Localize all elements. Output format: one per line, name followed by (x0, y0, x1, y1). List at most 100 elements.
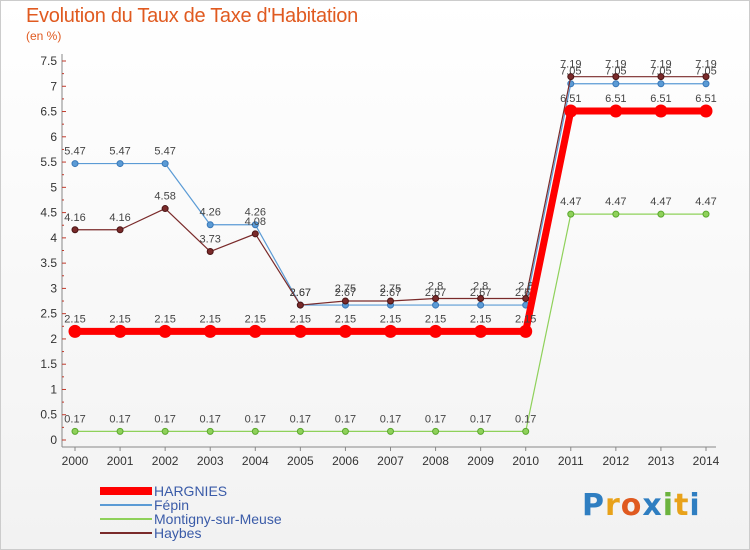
data-point-hargnies (293, 324, 307, 338)
y-tick-label: 5.5 (40, 155, 57, 169)
data-point-montigny-sur-meuse (161, 427, 169, 435)
chart-subtitle: (en %) (26, 29, 62, 43)
data-point-f-pin (477, 301, 485, 309)
x-tick-label: 2014 (693, 454, 720, 468)
data-point-hargnies (248, 324, 262, 338)
data-label-montigny-sur-meuse: 0.17 (154, 413, 175, 425)
y-tick-label: 3.5 (40, 256, 57, 270)
data-point-hargnies (384, 324, 397, 338)
data-label-haybes: 7.19 (650, 59, 671, 71)
data-point-montigny-sur-meuse (341, 427, 349, 435)
data-label-hargnies: 2.15 (380, 313, 401, 325)
legend-swatch-montigny-sur-meuse (100, 518, 152, 520)
data-point-f-pin (702, 80, 710, 88)
data-label-f-pin: 2.67 (425, 287, 446, 299)
x-tick-label: 2001 (107, 454, 134, 468)
data-point-montigny-sur-meuse (251, 427, 259, 435)
x-tick-label: 2008 (422, 454, 449, 468)
x-tick-label: 2011 (558, 454, 584, 468)
data-point-f-pin (657, 80, 665, 88)
legend-swatch-hargnies (100, 487, 152, 495)
data-label-hargnies: 2.15 (109, 313, 130, 325)
data-label-haybes: 4.58 (154, 191, 175, 203)
legend-label-f-pin: Fépin (154, 497, 190, 513)
y-tick-label: 4.5 (40, 206, 57, 220)
data-point-montigny-sur-meuse (432, 427, 440, 435)
logo-letter: i (662, 488, 675, 523)
data-point-f-pin (116, 160, 124, 168)
data-label-montigny-sur-meuse: 0.17 (290, 413, 311, 425)
logo-letter: t (674, 488, 690, 523)
legend-item-hargnies: HARGNIES (100, 483, 360, 500)
data-label-montigny-sur-meuse: 0.17 (335, 413, 356, 425)
data-label-hargnies: 2.15 (425, 313, 446, 325)
data-label-f-pin: 7.05 (605, 66, 626, 78)
y-tick-label: 7 (50, 79, 57, 93)
data-point-hargnies (609, 104, 623, 118)
data-point-f-pin (251, 221, 259, 229)
logo-letter: o (620, 488, 643, 523)
data-label-montigny-sur-meuse: 4.47 (695, 196, 716, 208)
legend-item-montigny-sur-meuse: Montigny-sur-Meuse (100, 511, 360, 528)
data-label-haybes: 4.16 (109, 212, 130, 224)
data-label-f-pin: 7.05 (560, 66, 581, 78)
data-label-hargnies: 6.51 (605, 93, 626, 105)
data-point-hargnies (519, 324, 533, 338)
y-tick-label: 1 (50, 382, 57, 396)
data-label-hargnies: 6.51 (650, 93, 671, 105)
data-label-montigny-sur-meuse: 0.17 (380, 413, 401, 425)
data-label-hargnies: 2.15 (515, 313, 536, 325)
data-point-hargnies (158, 324, 172, 338)
data-label-hargnies: 2.15 (154, 313, 175, 325)
data-point-hargnies (113, 324, 127, 338)
data-label-hargnies: 2.15 (245, 313, 266, 325)
data-point-f-pin (432, 301, 440, 309)
data-point-haybes (702, 73, 710, 81)
data-label-haybes: 4.08 (245, 216, 266, 228)
data-label-hargnies: 2.15 (335, 313, 356, 325)
legend-label-montigny-sur-meuse: Montigny-sur-Meuse (154, 511, 282, 527)
y-tick-label: 0.5 (40, 408, 57, 422)
data-label-hargnies: 2.15 (64, 313, 85, 325)
data-label-montigny-sur-meuse: 0.17 (200, 413, 221, 425)
data-point-montigny-sur-meuse (206, 427, 214, 435)
data-label-montigny-sur-meuse: 4.47 (605, 196, 626, 208)
data-label-haybes: 7.19 (695, 59, 716, 71)
data-label-f-pin: 5.47 (64, 146, 85, 158)
x-tick-label: 2009 (467, 454, 494, 468)
data-point-f-pin (71, 160, 79, 168)
data-point-haybes (567, 73, 575, 81)
data-label-hargnies: 2.15 (200, 313, 221, 325)
data-point-montigny-sur-meuse (657, 210, 665, 218)
data-point-montigny-sur-meuse (522, 427, 530, 435)
legend-label-haybes: Haybes (154, 525, 202, 541)
logo-letter: r (605, 488, 621, 523)
chart-title: Evolution du Taux de Taxe d'Habitation (26, 5, 358, 27)
data-point-hargnies (203, 324, 217, 338)
data-point-haybes (71, 226, 79, 234)
data-point-haybes (522, 295, 530, 303)
x-tick-label: 2002 (152, 454, 179, 468)
data-label-montigny-sur-meuse: 4.47 (650, 196, 671, 208)
data-point-haybes (161, 205, 169, 213)
data-label-f-pin: 2.67 (470, 287, 491, 299)
data-label-f-pin: 2.67 (335, 287, 356, 299)
data-point-f-pin (161, 160, 169, 168)
x-tick-label: 2007 (377, 454, 404, 468)
data-label-haybes: 2.75 (335, 283, 356, 295)
y-tick-label: 4 (50, 231, 57, 245)
y-tick-label: 0 (50, 433, 57, 447)
x-tick-label: 2006 (332, 454, 359, 468)
data-label-f-pin: 7.05 (650, 66, 671, 78)
data-label-montigny-sur-meuse: 0.17 (64, 413, 85, 425)
data-point-montigny-sur-meuse (477, 427, 485, 435)
data-label-haybes: 2.8 (473, 281, 488, 293)
data-label-haybes: 3.73 (200, 234, 221, 246)
data-label-f-pin: 5.47 (154, 146, 175, 158)
data-point-montigny-sur-meuse (71, 427, 79, 435)
data-point-hargnies (68, 324, 82, 338)
y-tick-label: 1.5 (40, 357, 57, 371)
data-point-montigny-sur-meuse (612, 210, 620, 218)
data-label-hargnies: 2.15 (470, 313, 491, 325)
data-point-hargnies (429, 324, 443, 338)
